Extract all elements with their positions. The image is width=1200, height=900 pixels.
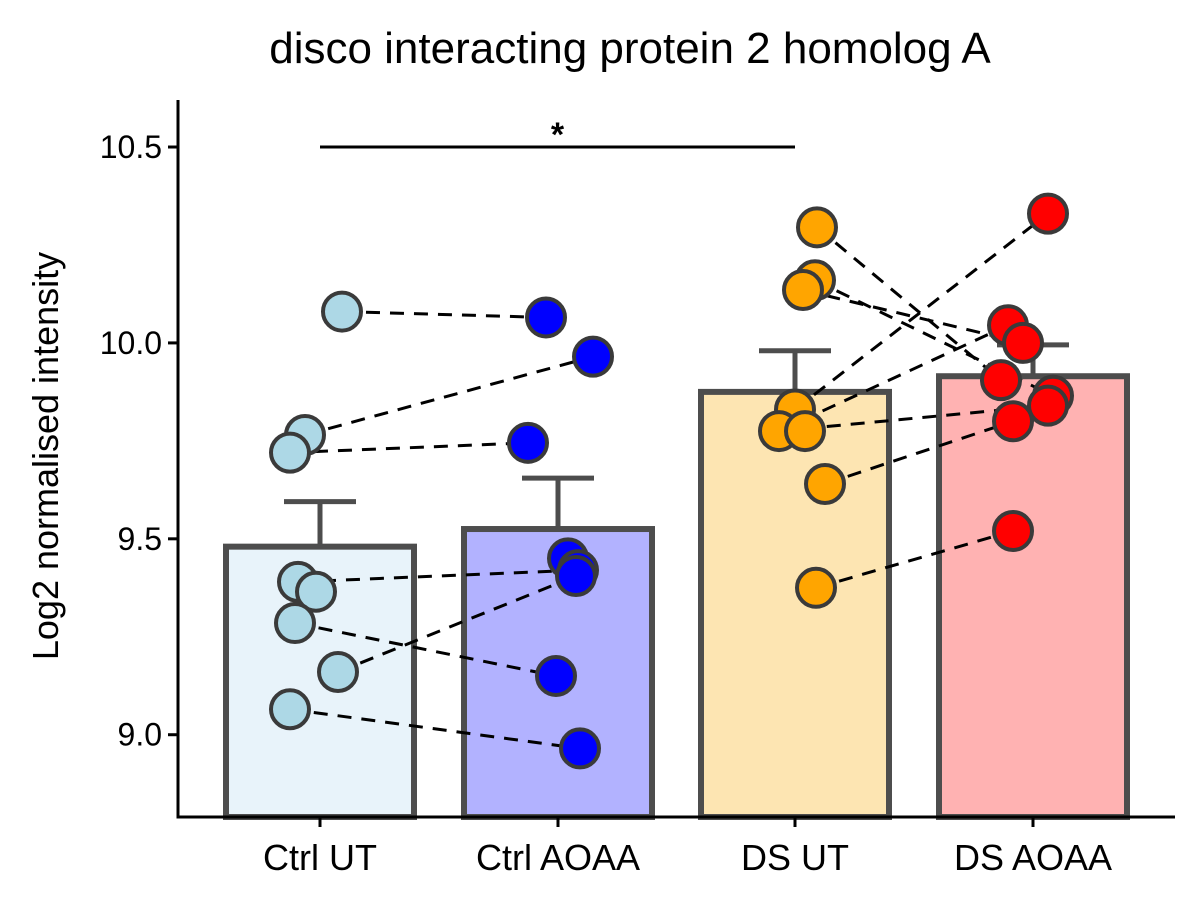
pair-line [824,419,1014,486]
pair-line [337,574,577,674]
pair-line [794,212,1049,411]
bar-ds-aoaa [936,373,1130,820]
pair-line [778,323,1009,433]
data-point-ctrl-aoaa [572,335,614,378]
pair-line [341,310,547,319]
plot-area: 9.0 9.5 10.0 10.5 Ctrl UT Ctrl AOAA DS UT DS AO… [100,100,1175,878]
data-point-ds-ut [804,462,846,505]
data-point-ctrl-ut [269,431,311,474]
y-tick-label: 9.0 [118,717,162,753]
data-point-ds-aoaa [980,359,1022,402]
data-point-ds-ut [782,269,824,312]
data-point-ctrl-ut [317,651,359,694]
data-point-ctrl-ut [321,290,363,333]
data-point-ctrl-aoaa [555,555,597,598]
y-tick-label: 10.5 [100,129,162,165]
pair-line [289,441,529,455]
data-point-ds-aoaa [992,400,1034,443]
pair-line [802,288,1024,345]
data-point-ctrl-aoaa [535,654,577,697]
data-point-ctrl-ut [274,602,316,645]
data-point-ctrl-aoaa [507,421,549,464]
chart-title: disco interacting protein 2 homolog A [269,24,991,73]
data-point-ctrl-ut [295,570,337,613]
pair-line [304,355,594,437]
data-point-ctrl-ut [269,688,311,731]
data-point-ds-aoaa [992,509,1034,552]
data-point-ds-aoaa [1027,192,1069,235]
x-tick-label: DS UT [741,837,849,878]
pair-line [815,529,1014,590]
y-tick-label: 9.5 [118,521,162,557]
pair-line [289,707,581,750]
data-point-ds-ut [784,410,826,453]
data-point-ds-aoaa [1002,321,1044,364]
x-tick-label: Ctrl UT [263,837,377,878]
y-tick-label: 10.0 [100,325,162,361]
data-point-ctrl-aoaa [559,727,601,770]
bar-ds-ut [698,388,892,820]
data-point-ds-ut [796,206,838,249]
data-point-ds-ut [795,566,837,609]
pair-line [294,621,557,678]
significance-label: * [551,116,565,154]
x-tick-label: DS AOAA [954,837,1112,878]
data-point-ds-aoaa [1027,384,1069,427]
y-axis-label: Log2 normalised intensity [25,252,66,660]
x-tick-label: Ctrl AOAA [476,837,640,878]
data-point-ctrl-aoaa [525,296,567,339]
